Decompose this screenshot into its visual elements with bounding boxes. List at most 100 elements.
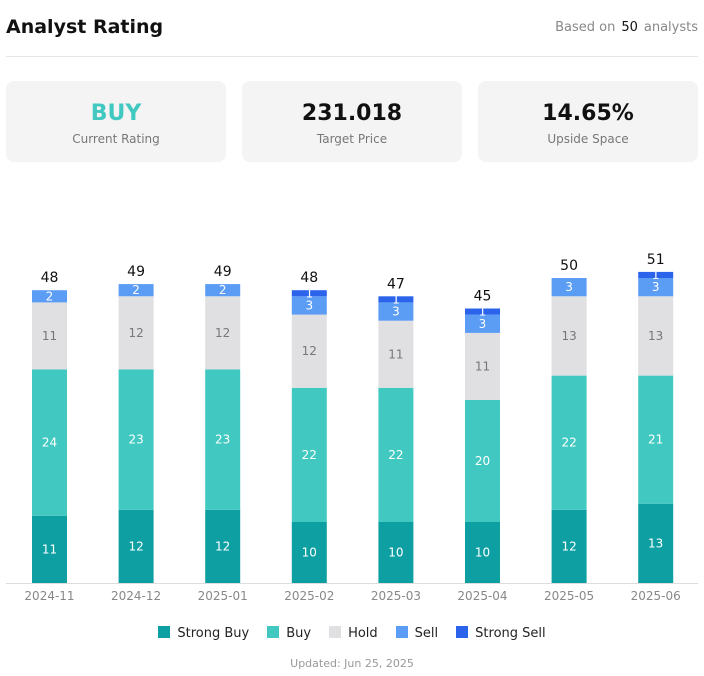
x-tick-label: 2025-03: [371, 589, 421, 603]
bar-segment-hold: [465, 332, 500, 400]
page-title: Analyst Rating: [6, 16, 164, 38]
bar-segment-label: 2: [132, 283, 140, 297]
bar-total-label: 49: [127, 264, 145, 280]
rating-stacked-bar-chart: 1124112482024-111223122492024-1212231224…: [6, 252, 698, 603]
bar-segment-label: 13: [561, 329, 576, 343]
bar-segment-buy: [551, 375, 587, 510]
bar-segment-label: 12: [128, 539, 143, 553]
legend-swatch: [395, 626, 408, 638]
x-tick-label: 2025-02: [284, 589, 334, 603]
bar-segment-sell: [551, 278, 587, 297]
bar-total-label: 47: [387, 276, 405, 292]
upside-space-value: 14.65%: [542, 101, 634, 126]
x-tick-label: 2024-12: [111, 589, 161, 603]
bar-segment-hold: [32, 302, 67, 370]
bar-total-label: 45: [474, 289, 492, 305]
bar-segment-hold: [205, 296, 241, 370]
based-prefix: Based on: [555, 20, 616, 35]
legend-label: Strong Sell: [475, 626, 546, 641]
bar-segment-label: 21: [648, 433, 663, 447]
legend-swatch: [329, 626, 342, 638]
legend-swatch: [456, 626, 469, 638]
bar-segment-strong-buy: [638, 503, 674, 583]
bar-segment-hold: [378, 320, 414, 388]
bar-segment-label: 11: [42, 542, 57, 556]
bar-segment-label: 12: [302, 344, 317, 358]
target-price-value: 231.018: [301, 101, 403, 126]
upside-space-label: Upside Space: [547, 132, 629, 146]
bar-segment-label: 1: [305, 286, 313, 300]
target-price-label: Target Price: [316, 132, 388, 146]
bar-segment-buy: [291, 387, 327, 522]
bar-segment-hold: [291, 314, 327, 388]
bar-total-label: 51: [647, 252, 665, 268]
bar-segment-label: 10: [475, 546, 490, 560]
x-tick-label: 2025-06: [631, 589, 681, 603]
summary-cards: BUY Current Rating 231.018 Target Price …: [6, 81, 698, 162]
bar-segment-label: 3: [565, 280, 573, 294]
bar-segment-buy: [378, 387, 414, 522]
legend-item[interactable]: Buy: [267, 626, 311, 641]
legend-item[interactable]: Hold: [329, 626, 378, 641]
bar-segment-label: 1: [392, 292, 400, 306]
bar-segment-label: 11: [388, 347, 403, 361]
bar-segment-buy: [32, 369, 67, 516]
bar-total-label: 48: [300, 270, 318, 286]
bar-segment-sell: [465, 314, 500, 333]
current-rating-label: Current Rating: [72, 132, 160, 146]
bar-segment-strong-buy: [118, 509, 154, 583]
bar-segment-strong-buy: [465, 522, 500, 583]
bar-segment-strong-buy: [551, 509, 587, 583]
bar-segment-label: 13: [648, 329, 663, 343]
legend-label: Hold: [348, 626, 378, 641]
bar-segment-hold: [638, 296, 674, 376]
bar-segment-label: 13: [648, 536, 663, 550]
bar-segment-label: 23: [128, 433, 143, 447]
bar-segment-label: 20: [475, 454, 490, 468]
bar-segment-label: 3: [652, 280, 660, 294]
bar-segment-label: 23: [215, 433, 230, 447]
bar-segment-label: 3: [305, 298, 313, 312]
based-suffix: analysts: [643, 20, 698, 35]
bar-segment-label: 1: [652, 268, 660, 282]
bar-segment-hold: [118, 296, 154, 370]
bar-total-label: 49: [214, 264, 232, 280]
legend-item[interactable]: Sell: [395, 626, 439, 641]
legend-label: Strong Buy: [177, 626, 250, 641]
bar-segment-buy: [205, 369, 241, 510]
legend-swatch: [267, 626, 280, 638]
bar-segment-label: 12: [215, 326, 230, 340]
bar-segment-strong-sell: [638, 271, 674, 278]
bar-segment-label: 12: [128, 326, 143, 340]
legend-label: Buy: [286, 626, 312, 641]
bar-segment-strong-buy: [291, 522, 327, 583]
legend-label: Sell: [414, 626, 439, 641]
analyst-count-text: Based on 50 analysts: [555, 20, 698, 35]
bar-segment-strong-sell: [291, 290, 327, 297]
header-divider: [6, 56, 698, 57]
legend-swatch: [158, 626, 171, 638]
bar-segment-hold: [551, 296, 587, 376]
bar-segment-sell: [205, 284, 241, 297]
bar-total-label: 50: [560, 258, 578, 274]
bar-segment-label: 10: [388, 546, 403, 560]
current-rating-card: BUY Current Rating: [6, 81, 226, 162]
bar-segment-label: 1: [479, 305, 487, 319]
bar-segment-sell: [118, 284, 154, 297]
bar-segment-label: 22: [302, 448, 317, 462]
bar-segment-label: 11: [475, 359, 490, 373]
bar-segment-sell: [378, 302, 414, 321]
bar-segment-label: 3: [479, 317, 487, 331]
chart-legend: Strong Buy Buy Hold Sell Strong Sell: [0, 626, 704, 641]
legend-item[interactable]: Strong Buy: [158, 626, 249, 641]
bar-segment-strong-buy: [205, 509, 241, 583]
bar-segment-buy: [638, 375, 674, 504]
legend-item[interactable]: Strong Sell: [456, 626, 546, 641]
updated-timestamp: Updated: Jun 25, 2025: [290, 657, 414, 670]
bar-segment-label: 24: [42, 436, 57, 450]
header: Analyst Rating Based on 50 analysts: [6, 14, 698, 44]
x-tick-label: 2025-05: [544, 589, 594, 603]
bar-segment-sell: [638, 278, 674, 297]
bar-segment-label: 2: [46, 289, 54, 303]
bar-segment-label: 12: [561, 539, 576, 553]
